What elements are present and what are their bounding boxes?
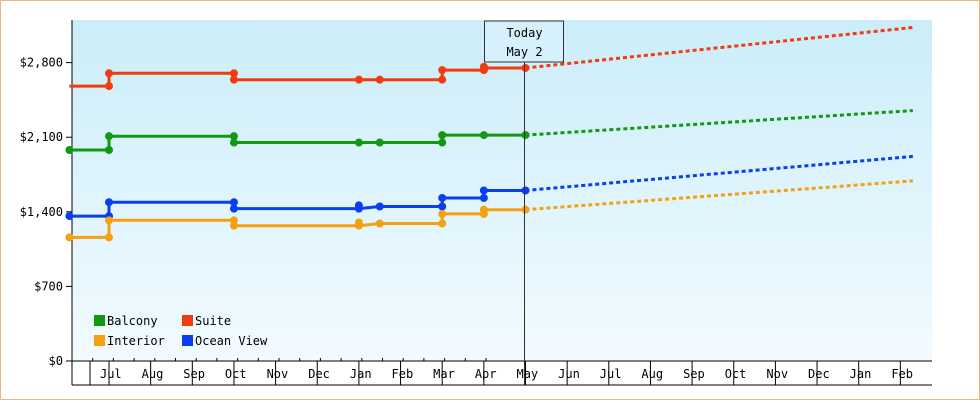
legend-label-balcony: Balcony [107, 314, 158, 328]
y-tick-label: $2,800 [20, 56, 63, 70]
today-label-box [484, 20, 564, 63]
balcony-point [229, 132, 238, 141]
today-label-line1: Today [506, 26, 542, 40]
suite-forecast-line [525, 25, 914, 70]
balcony-point [375, 138, 384, 147]
suite-point [438, 66, 447, 75]
suite-point [229, 75, 238, 84]
interior-point [521, 205, 530, 214]
x-tick-label: Jan [850, 367, 872, 381]
suite-point [479, 62, 488, 71]
suite-point [105, 82, 113, 91]
x-tick-label: Dec [808, 367, 830, 381]
x-tick-label: Apr [475, 367, 497, 381]
interior-point [479, 205, 488, 214]
interior-point [354, 218, 363, 227]
balcony-point [438, 138, 447, 147]
interior-forecast-line [525, 179, 913, 212]
ocean-view-point [105, 198, 113, 207]
suite-point [438, 75, 447, 84]
interior-point [375, 219, 384, 228]
ocean-view-point [354, 201, 363, 210]
suite-point [354, 75, 363, 84]
balcony-point [438, 131, 447, 140]
y-tick-label: $1,400 [20, 205, 63, 219]
x-tick-label: Nov [267, 367, 289, 381]
interior-point [105, 216, 113, 225]
balcony-forecast-line [525, 109, 913, 137]
interior-point [229, 221, 238, 230]
ocean-view-point [438, 202, 447, 211]
interior-point [438, 219, 447, 228]
x-tick-label: Sep [683, 367, 705, 381]
legend-label-suite: Suite [195, 314, 231, 328]
suite-point [375, 75, 384, 84]
x-tick-label: Jun [558, 367, 580, 381]
x-tick-label: Dec [308, 367, 330, 381]
interior-point [438, 209, 447, 218]
ocean-view-point [229, 204, 238, 213]
interior-point [65, 233, 74, 242]
legend-swatch-balcony [94, 315, 105, 326]
ocean-view-point [229, 198, 238, 207]
ocean-view-point [375, 202, 384, 211]
ocean-view-forecast-line [525, 154, 913, 192]
x-tick-label: Oct [225, 367, 247, 381]
balcony-point [521, 131, 530, 140]
interior-point [105, 233, 113, 242]
balcony-point [479, 131, 488, 140]
y-tick-label: $700 [34, 279, 63, 293]
suite-point [105, 69, 113, 78]
x-tick-label: Feb [891, 367, 913, 381]
balcony-point [65, 146, 74, 155]
today-label-line2: May 2 [506, 45, 542, 59]
legend-label-interior: Interior [107, 334, 165, 348]
x-tick-label: Jan [350, 367, 372, 381]
x-tick-label: Nov [766, 367, 788, 381]
x-tick-label: Oct [725, 367, 747, 381]
x-tick-label: Aug [142, 367, 164, 381]
legend-swatch-suite [182, 315, 193, 326]
balcony-point [105, 132, 113, 141]
balcony-point [105, 146, 113, 155]
x-tick-label: Jul [600, 367, 622, 381]
balcony-point [229, 138, 238, 147]
x-tick-label: Mar [433, 367, 455, 381]
ocean-view-point [65, 212, 74, 221]
ocean-view-point [521, 186, 530, 195]
legend-label-ocean-view: Ocean View [195, 334, 268, 348]
suite-point [521, 63, 530, 72]
ocean-view-point [438, 193, 447, 202]
balcony-point [354, 138, 363, 147]
x-tick-label: Sep [183, 367, 205, 381]
x-tick-label: Aug [641, 367, 663, 381]
legend-swatch-interior [94, 335, 105, 346]
ocean-view-point [479, 186, 488, 195]
y-tick-label: $2,100 [20, 130, 63, 144]
y-tick-label: $0 [49, 354, 63, 368]
suite-point [229, 69, 238, 78]
legend-swatch-ocean-view [182, 335, 193, 346]
x-tick-label: May [516, 367, 538, 381]
x-tick-label: Jul [100, 367, 122, 381]
x-tick-label: Feb [392, 367, 414, 381]
ocean-view-point [479, 193, 488, 202]
